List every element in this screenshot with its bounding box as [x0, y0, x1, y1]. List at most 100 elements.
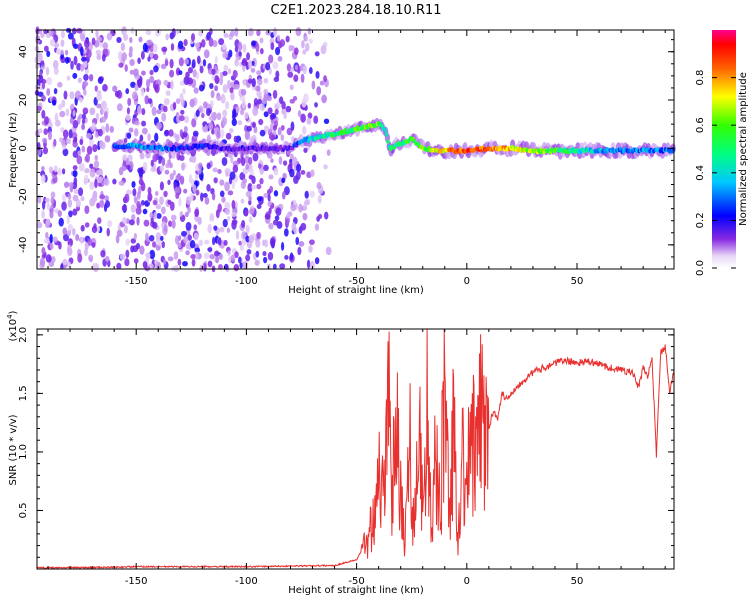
- spectrogram-noise-speck: [226, 215, 231, 221]
- spectrogram-noise-speck: [272, 89, 278, 99]
- spectrogram-noise-speck: [36, 141, 41, 151]
- x-tick-label: -150: [125, 276, 148, 287]
- spectrogram-noise-speck: [84, 168, 90, 174]
- spectrogram-noise-speck: [177, 40, 184, 50]
- spectrogram-noise-speck: [99, 141, 106, 150]
- spectrogram-noise-speck: [106, 227, 110, 237]
- spectrogram-noise-speck: [300, 170, 306, 175]
- spectrogram-noise-speck: [280, 125, 285, 131]
- spectrogram-noise-speck: [118, 180, 125, 186]
- spectrogram-noise-speck: [282, 160, 288, 166]
- spectrogram-noise-speck: [81, 113, 86, 120]
- spectrogram-noise-speck: [221, 196, 226, 203]
- spectrogram-noise-speck: [203, 252, 210, 260]
- spectrogram-noise-speck: [41, 109, 46, 119]
- spectrogram-noise-speck: [277, 56, 283, 62]
- spectrogram-noise-speck: [256, 90, 262, 97]
- spectrogram-noise-speck: [44, 197, 50, 203]
- spectrogram-noise-speck: [193, 87, 199, 94]
- x-tick-label: 0: [464, 276, 470, 287]
- spectrogram-noise-speck: [185, 250, 190, 256]
- spectrogram-noise-speck: [146, 39, 152, 46]
- spectrogram-noise-speck: [281, 177, 286, 184]
- spectrogram-noise-speck: [155, 232, 162, 241]
- spectrogram-noise-speck: [198, 30, 203, 37]
- spectrogram-noise-speck: [206, 184, 211, 192]
- spectrogram-noise-speck: [247, 157, 253, 165]
- spectrogram-noise-speck: [67, 193, 72, 200]
- spectrogram-noise-speck: [238, 240, 242, 246]
- spectrogram-noise-speck: [115, 234, 120, 244]
- spectrogram-noise-speck: [129, 36, 133, 44]
- spectrogram-noise-speck: [153, 65, 159, 73]
- spectrogram-noise-speck: [53, 138, 57, 147]
- spectrogram-noise-speck: [270, 158, 274, 164]
- spectrogram-noise-speck: [199, 65, 204, 74]
- spectrogram-noise-speck: [37, 91, 44, 97]
- spectrogram-noise-speck: [273, 124, 277, 131]
- spectrogram-noise-speck: [152, 199, 158, 206]
- spectrogram-noise-speck: [73, 55, 78, 66]
- spectrogram-noise-speck: [72, 208, 78, 216]
- spectrogram-noise-speck: [263, 125, 270, 132]
- spectrogram-noise-speck: [78, 187, 84, 197]
- spectrogram-noise-speck: [235, 105, 240, 114]
- spectrogram-noise-speck: [201, 39, 206, 48]
- spectrogram-noise-speck: [209, 253, 215, 260]
- spectrogram-noise-speck: [149, 75, 155, 84]
- spectrogram-noise-speck: [175, 98, 181, 105]
- spectrogram-noise-speck: [120, 42, 126, 52]
- spectrogram-noise-speck: [51, 99, 57, 106]
- spectrogram-noise-speck: [263, 111, 269, 118]
- spectrogram-noise-speck: [279, 96, 284, 104]
- spectrogram-noise-speck: [292, 96, 298, 101]
- spectrogram-noise-speck: [267, 107, 273, 115]
- spectrogram-noise-speck: [82, 60, 88, 68]
- spectrogram-noise-speck: [169, 201, 175, 211]
- spectrogram-noise-speck: [151, 106, 157, 116]
- spectrogram-noise-speck: [145, 29, 152, 36]
- spectrogram-noise-speck: [117, 224, 121, 231]
- spectrogram-noise-speck: [178, 235, 182, 241]
- spectrogram-noise-speck: [68, 129, 73, 139]
- spectrogram-noise-speck: [82, 107, 88, 113]
- spectrogram-noise-speck: [95, 112, 100, 121]
- spectrogram-noise-speck: [75, 198, 81, 208]
- spectrogram-noise-speck: [241, 231, 247, 240]
- spectrogram-noise-speck: [308, 38, 313, 44]
- spectrogram-noise-speck: [292, 156, 298, 167]
- spectrogram-noise-speck: [152, 221, 158, 229]
- spectrogram-noise-speck: [217, 203, 222, 213]
- spectrogram-noise-speck: [168, 129, 174, 137]
- spectrogram-noise-speck: [146, 86, 150, 93]
- spectrogram-noise-speck: [209, 83, 214, 90]
- spectrogram-noise-speck: [128, 127, 134, 133]
- spectrogram-noise-speck: [259, 177, 264, 185]
- spectrogram-noise-speck: [256, 196, 263, 202]
- spectrogram-noise-speck: [118, 167, 124, 176]
- spectrogram-noise-speck: [257, 99, 263, 105]
- spectrogram-noise-speck: [297, 110, 302, 118]
- spectrogram-noise-speck: [217, 264, 223, 270]
- spectrogram-noise-speck: [180, 109, 185, 115]
- spectrogram-noise-speck: [49, 38, 56, 47]
- spectrogram-noise-speck: [53, 42, 60, 48]
- spectrogram-noise-speck: [314, 51, 320, 57]
- spectrogram-noise-speck: [121, 204, 127, 212]
- spectrogram-noise-speck: [194, 173, 199, 180]
- spectrogram-noise-speck: [156, 121, 163, 130]
- spectrogram-noise-speck: [87, 238, 93, 246]
- spectrogram-noise-speck: [178, 115, 185, 122]
- spectrogram-noise-speck: [283, 186, 290, 196]
- spectrogram-noise-speck: [178, 197, 182, 207]
- spectrogram-noise-speck: [147, 98, 153, 104]
- spectrogram-noise-speck: [210, 99, 214, 108]
- spectrogram-noise-speck: [139, 245, 145, 255]
- spectrogram-noise-speck: [188, 174, 193, 184]
- spectrogram-noise-speck: [126, 107, 131, 115]
- spectrogram-noise-speck: [209, 212, 215, 220]
- spectrogram-noise-speck: [134, 128, 139, 137]
- spectrogram-noise-speck: [121, 217, 128, 224]
- spectrogram-noise-speck: [227, 250, 231, 256]
- spectrogram-noise-speck: [41, 200, 46, 210]
